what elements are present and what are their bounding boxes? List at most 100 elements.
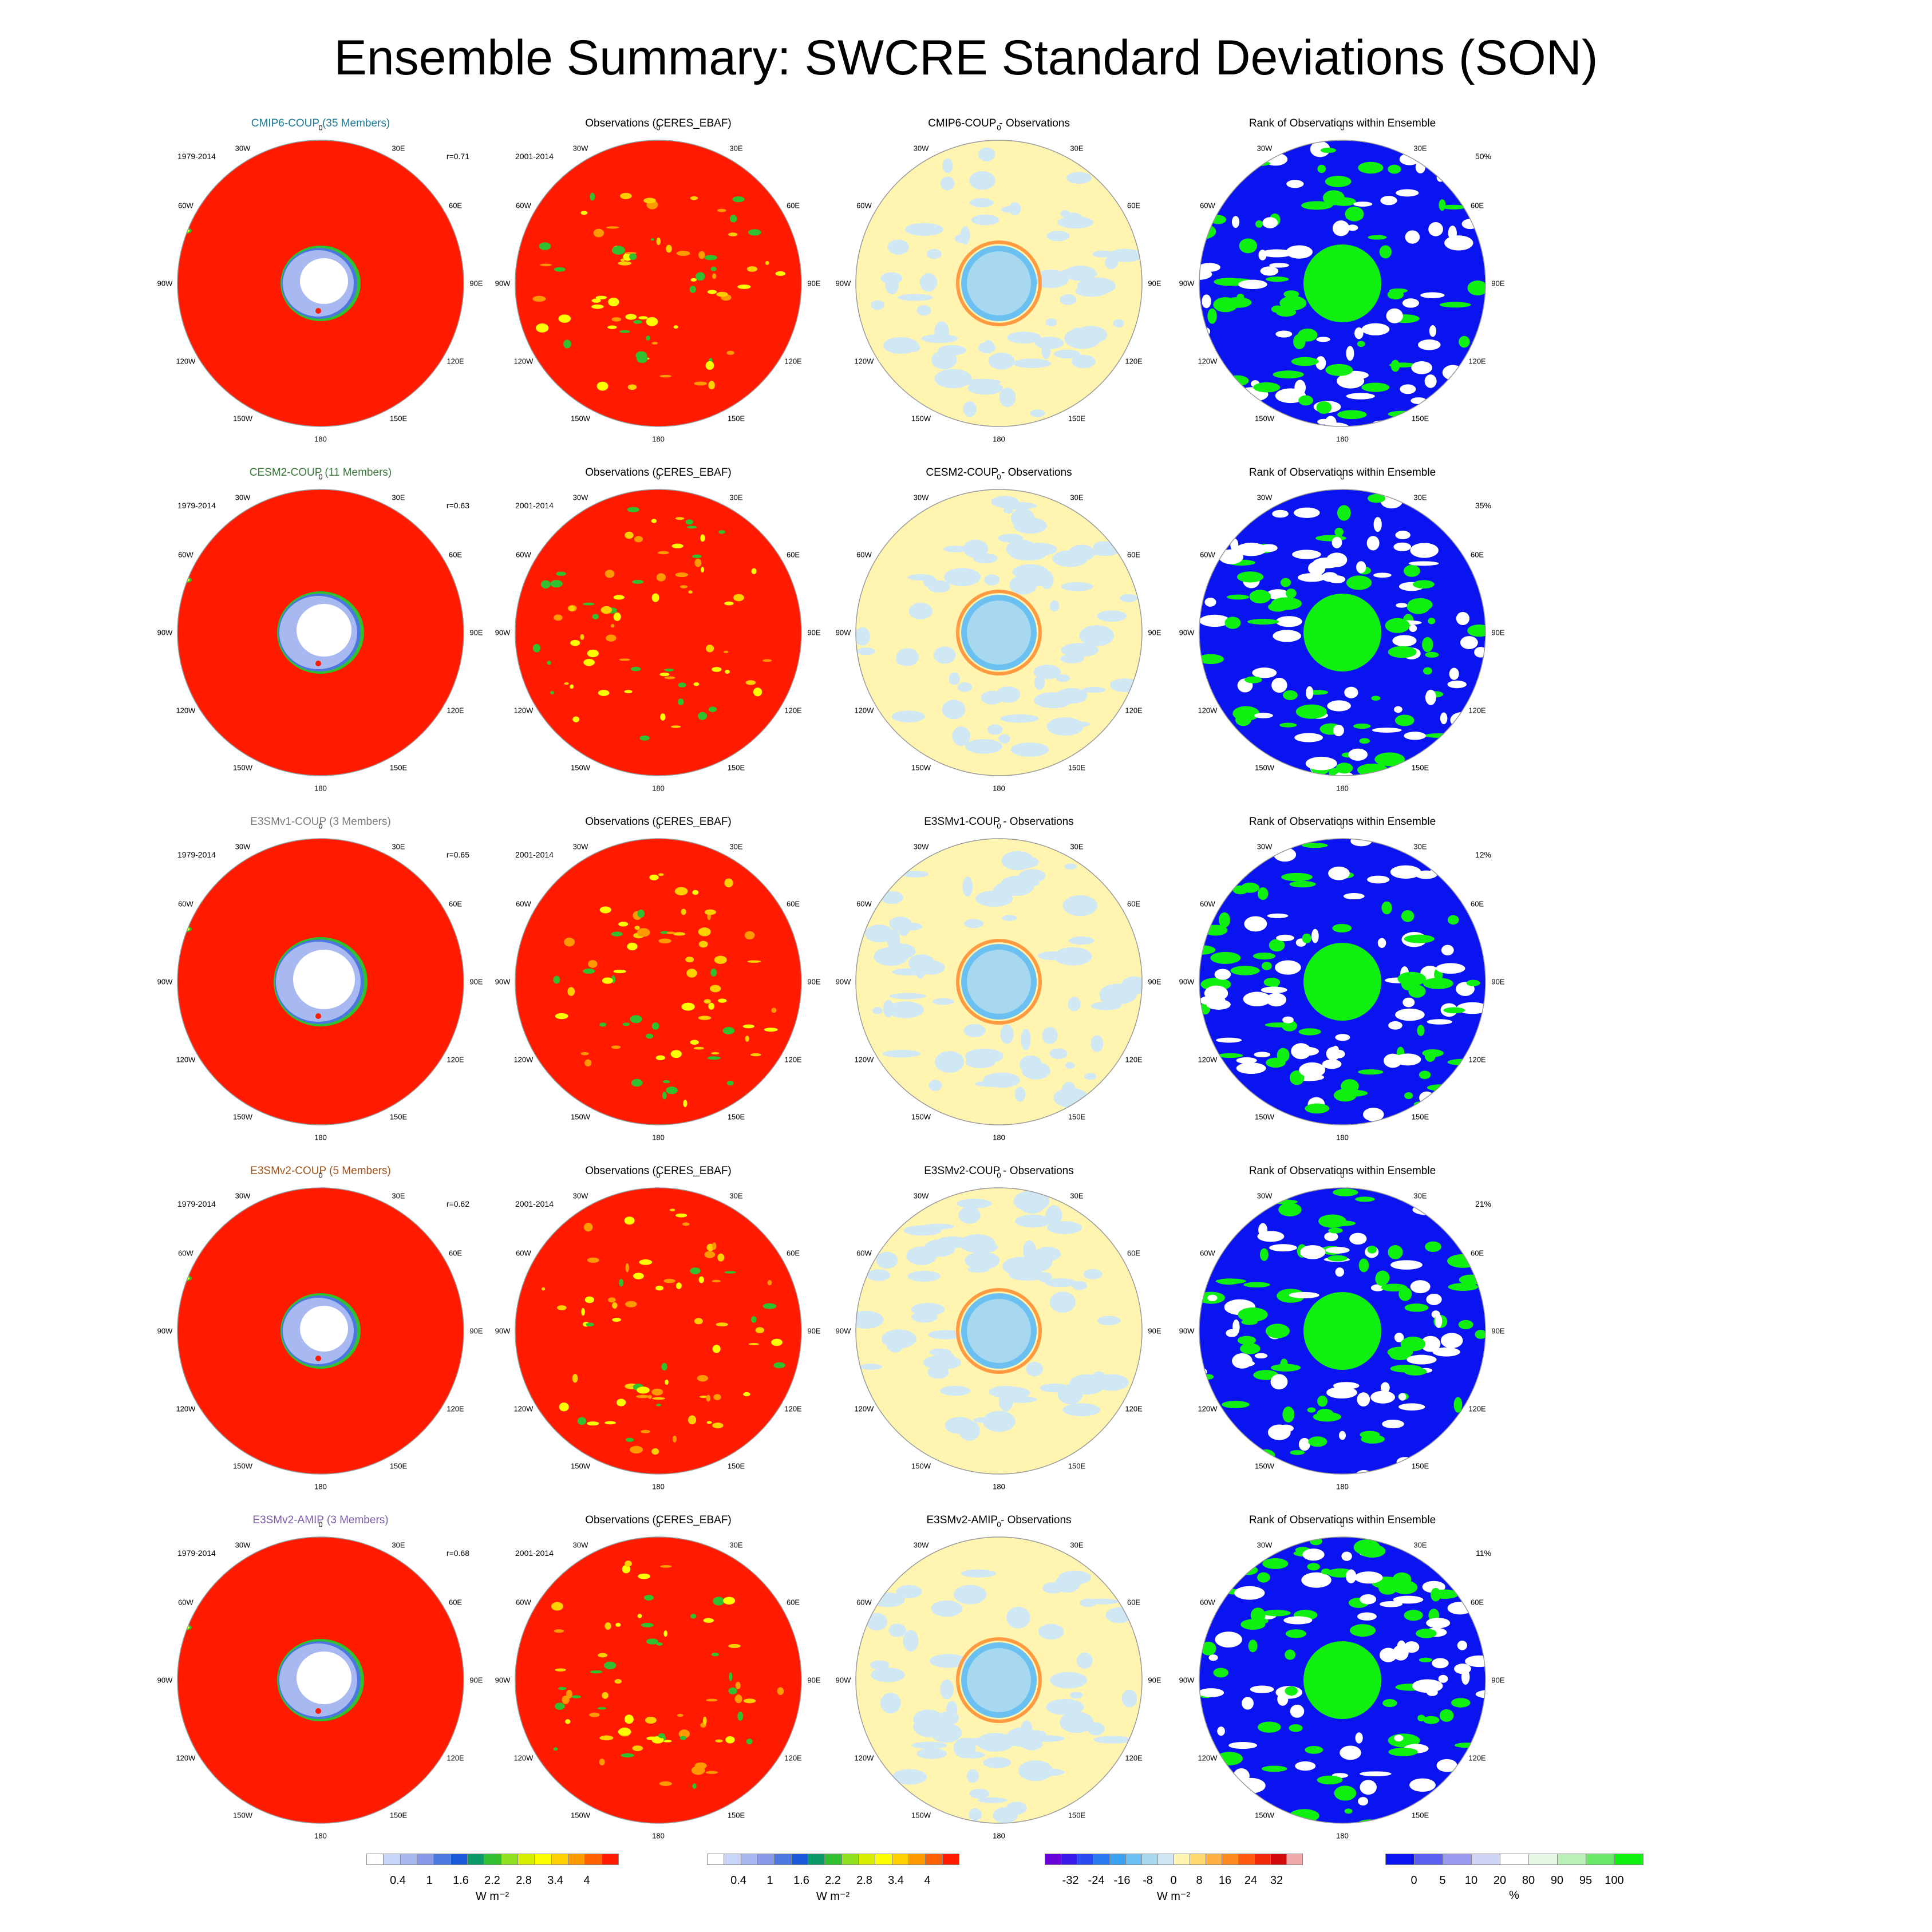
map-field	[1199, 839, 1485, 1125]
longitude-label: 90E	[1491, 279, 1505, 288]
longitude-label: 60W	[856, 899, 872, 908]
panel-diff: E3SMv1-COUP - Observations 0 30E 60E 90E 120E…	[836, 816, 1161, 1159]
longitude-label: 120W	[176, 706, 196, 715]
longitude-label: 0	[318, 123, 323, 132]
longitude-label: 30W	[235, 493, 251, 502]
colorbar-swatch	[467, 1854, 485, 1865]
colorbar-swatch	[584, 1854, 602, 1865]
panel-title: Observations (CERES_EBAF)	[585, 816, 732, 828]
colorbar-tick-label: 24	[1244, 1874, 1258, 1887]
longitude-label: 90W	[495, 977, 511, 986]
map-field	[856, 140, 1142, 426]
longitude-label: 150E	[1411, 414, 1429, 423]
period-label: 2001-2014	[515, 152, 554, 161]
longitude-label: 60E	[448, 899, 463, 908]
colorbar-swatch	[1557, 1854, 1586, 1865]
colorbar-tick-label: 3.4	[547, 1874, 563, 1887]
period-label: 1979-2014	[177, 152, 216, 161]
rank-percent-label: 35%	[1475, 501, 1491, 510]
panel-title: CESM2-COUP (11 Members)	[249, 467, 392, 479]
map-field	[1199, 489, 1485, 776]
map-border	[1199, 489, 1486, 776]
colorbar-swatch	[1125, 1854, 1142, 1865]
longitude-label: 180	[1336, 1133, 1349, 1142]
panel-title: Observations (CERES_EBAF)	[585, 117, 732, 129]
colorbar-swatch	[400, 1854, 417, 1865]
longitude-label: 30W	[1257, 144, 1273, 153]
map-border	[1199, 1536, 1486, 1824]
colorbar-tick-label: 0	[1411, 1874, 1417, 1887]
longitude-label: 60W	[856, 550, 872, 559]
longitude-label: 150E	[1411, 1112, 1429, 1121]
map-field	[515, 489, 801, 776]
panel-title: Observations (CERES_EBAF)	[585, 1514, 732, 1526]
longitude-label: 60E	[786, 201, 800, 210]
longitude-label: 60W	[516, 1249, 531, 1258]
longitude-label: 150E	[389, 763, 408, 772]
colorbar-unit: W m⁻²	[475, 1890, 509, 1903]
longitude-label: 60W	[178, 1598, 193, 1607]
map-border	[515, 838, 802, 1125]
longitude-label: 30E	[729, 493, 743, 502]
longitude-label: 90W	[495, 1676, 511, 1685]
longitude-label: 90W	[157, 1326, 173, 1336]
longitude-label: 30E	[729, 144, 743, 153]
panel-title: E3SMv2-AMIP (3 Members)	[252, 1514, 389, 1526]
polar-map	[177, 1536, 464, 1824]
polar-map	[855, 489, 1143, 776]
longitude-label: 120W	[176, 1753, 196, 1763]
colorbar-swatch	[824, 1854, 842, 1865]
longitude-label: 150E	[727, 1461, 745, 1471]
colorbar-swatch	[808, 1854, 825, 1865]
longitude-label: 30E	[1070, 1191, 1084, 1200]
map-field	[177, 489, 464, 776]
longitude-label: 90W	[835, 1676, 851, 1685]
longitude-label: 0	[997, 472, 1001, 481]
colorbar-swatch	[1254, 1854, 1271, 1865]
colorbar-swatch	[1077, 1854, 1094, 1865]
longitude-label: 30W	[1257, 1540, 1273, 1550]
longitude-label: 120W	[513, 1404, 534, 1413]
longitude-label: 30W	[572, 493, 588, 502]
longitude-label: 150E	[727, 414, 745, 423]
longitude-label: 30W	[913, 144, 929, 153]
longitude-label: 120E	[1125, 706, 1143, 715]
longitude-label: 120E	[447, 706, 464, 715]
polar-map	[1199, 838, 1486, 1125]
period-label: 1979-2014	[177, 1199, 216, 1208]
longitude-label: 0	[656, 472, 661, 481]
longitude-label: 150W	[911, 1112, 931, 1121]
longitude-label: 90W	[1179, 1676, 1195, 1685]
longitude-label: 150E	[1068, 414, 1086, 423]
longitude-label: 60W	[516, 1598, 531, 1607]
colorbar-tick-label: 1.6	[453, 1874, 469, 1887]
colorbar-swatch	[1238, 1854, 1255, 1865]
polar-map	[515, 838, 802, 1125]
colorbar-tick-label: 2.8	[516, 1874, 532, 1887]
longitude-label: 90W	[1179, 628, 1195, 637]
correlation-label: r=0.63	[446, 501, 469, 510]
map-border	[1199, 1187, 1486, 1475]
longitude-label: 30E	[392, 842, 405, 851]
longitude-label: 0	[1340, 123, 1345, 132]
longitude-label: 150W	[233, 1112, 252, 1121]
colorbar-swatch	[601, 1854, 619, 1865]
longitude-label: 30W	[1257, 493, 1273, 502]
longitude-label: 120E	[784, 1404, 802, 1413]
colorbar-swatch	[1093, 1854, 1110, 1865]
panel-diff: E3SMv2-COUP - Observations 0 30E 60E 90E 120E…	[836, 1165, 1161, 1508]
longitude-label: 90E	[1491, 1326, 1505, 1336]
longitude-label: 120E	[784, 1753, 802, 1763]
panel-title: E3SMv1-COUP (3 Members)	[250, 816, 391, 828]
colorbar-swatch	[858, 1854, 876, 1865]
panel-obs: Observations (CERES_EBAF) 2001-2014 0 30E 60…	[495, 1514, 821, 1858]
longitude-label: 90W	[1179, 279, 1195, 288]
map-field	[515, 1188, 801, 1474]
longitude-label: 120W	[854, 706, 874, 715]
colorbar-swatch	[757, 1854, 775, 1865]
map-field	[177, 140, 464, 426]
panel-diff: E3SMv2-AMIP - Observations 0 30E 60E 90E 120E…	[835, 1514, 1161, 1858]
longitude-label: 90E	[1491, 1676, 1505, 1685]
longitude-label: 120W	[1198, 706, 1218, 715]
longitude-label: 30W	[572, 1540, 588, 1550]
